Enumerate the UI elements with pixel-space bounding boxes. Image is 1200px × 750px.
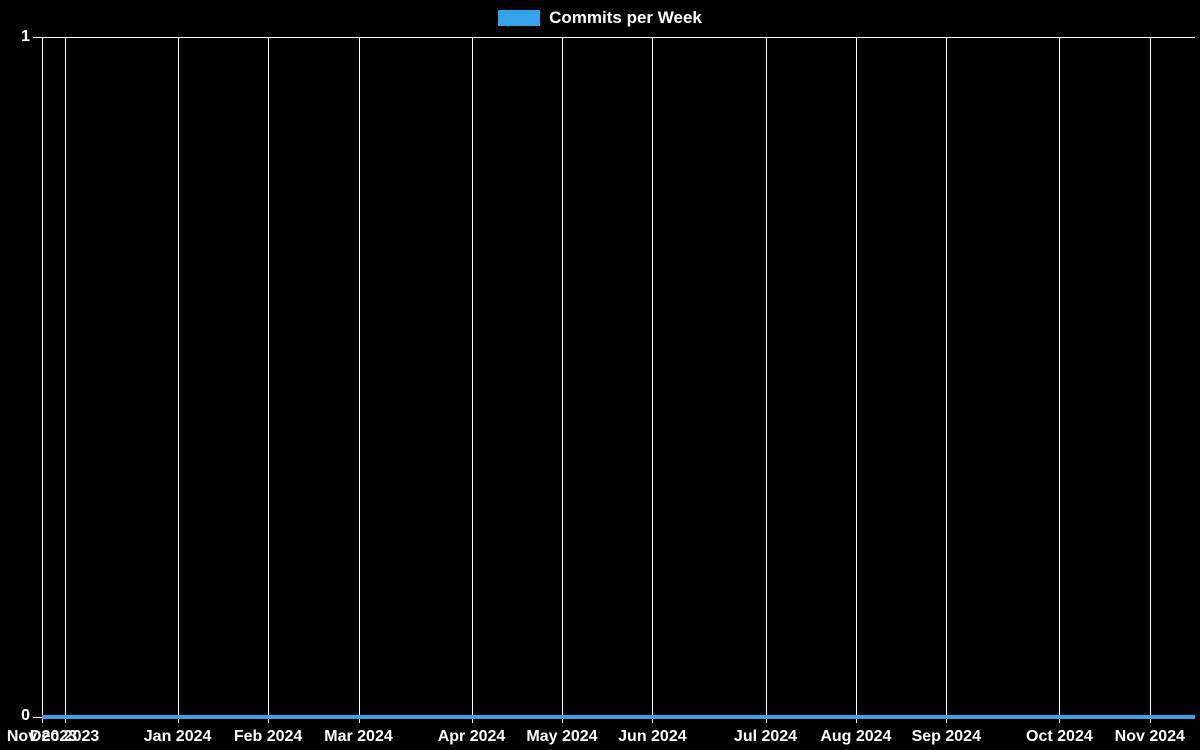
x-gridline xyxy=(64,37,66,723)
x-tick-label: Jun 2024 xyxy=(618,728,687,745)
y-tick-label: 0 xyxy=(21,707,30,724)
x-axis-line xyxy=(33,717,1195,718)
x-tick-label: Dec 2023 xyxy=(29,728,100,745)
x-tick-label: Jul 2024 xyxy=(733,728,798,745)
x-gridline xyxy=(652,37,654,723)
x-tick-label: Aug 2024 xyxy=(820,728,892,745)
x-tick-label: Oct 2024 xyxy=(1026,728,1093,745)
x-gridline xyxy=(358,37,360,723)
x-tick-label: Sep 2024 xyxy=(911,728,981,745)
x-gridline xyxy=(946,37,948,723)
y-tick-label: 1 xyxy=(21,28,30,45)
x-tick-label: May 2024 xyxy=(526,728,598,745)
x-gridline xyxy=(765,37,767,723)
x-gridline xyxy=(855,37,857,723)
x-tick-label: Nov 2023 xyxy=(6,728,78,745)
x-gridline xyxy=(562,37,563,723)
x-gridline xyxy=(177,37,179,723)
x-tick-label: Mar 2024 xyxy=(324,728,393,745)
x-gridline xyxy=(42,37,43,723)
y-gridline-max xyxy=(33,37,1195,38)
x-tick-label: Feb 2024 xyxy=(233,728,303,745)
legend-swatch xyxy=(498,10,541,26)
x-tick-label: Nov 2024 xyxy=(1114,728,1185,745)
x-gridline xyxy=(1149,37,1151,723)
x-gridline xyxy=(268,37,270,723)
legend-label: Commits per Week xyxy=(549,8,702,27)
x-gridline xyxy=(1059,37,1061,723)
x-tick-label: Apr 2024 xyxy=(437,728,506,745)
legend-item-commits-per-week[interactable]: Commits per Week xyxy=(0,8,1200,28)
x-tick-label: Jan 2024 xyxy=(143,728,212,745)
x-gridline xyxy=(471,37,473,723)
